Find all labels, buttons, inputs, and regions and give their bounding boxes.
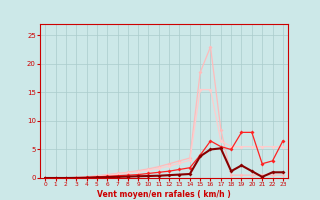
X-axis label: Vent moyen/en rafales ( km/h ): Vent moyen/en rafales ( km/h ) [97,190,231,199]
